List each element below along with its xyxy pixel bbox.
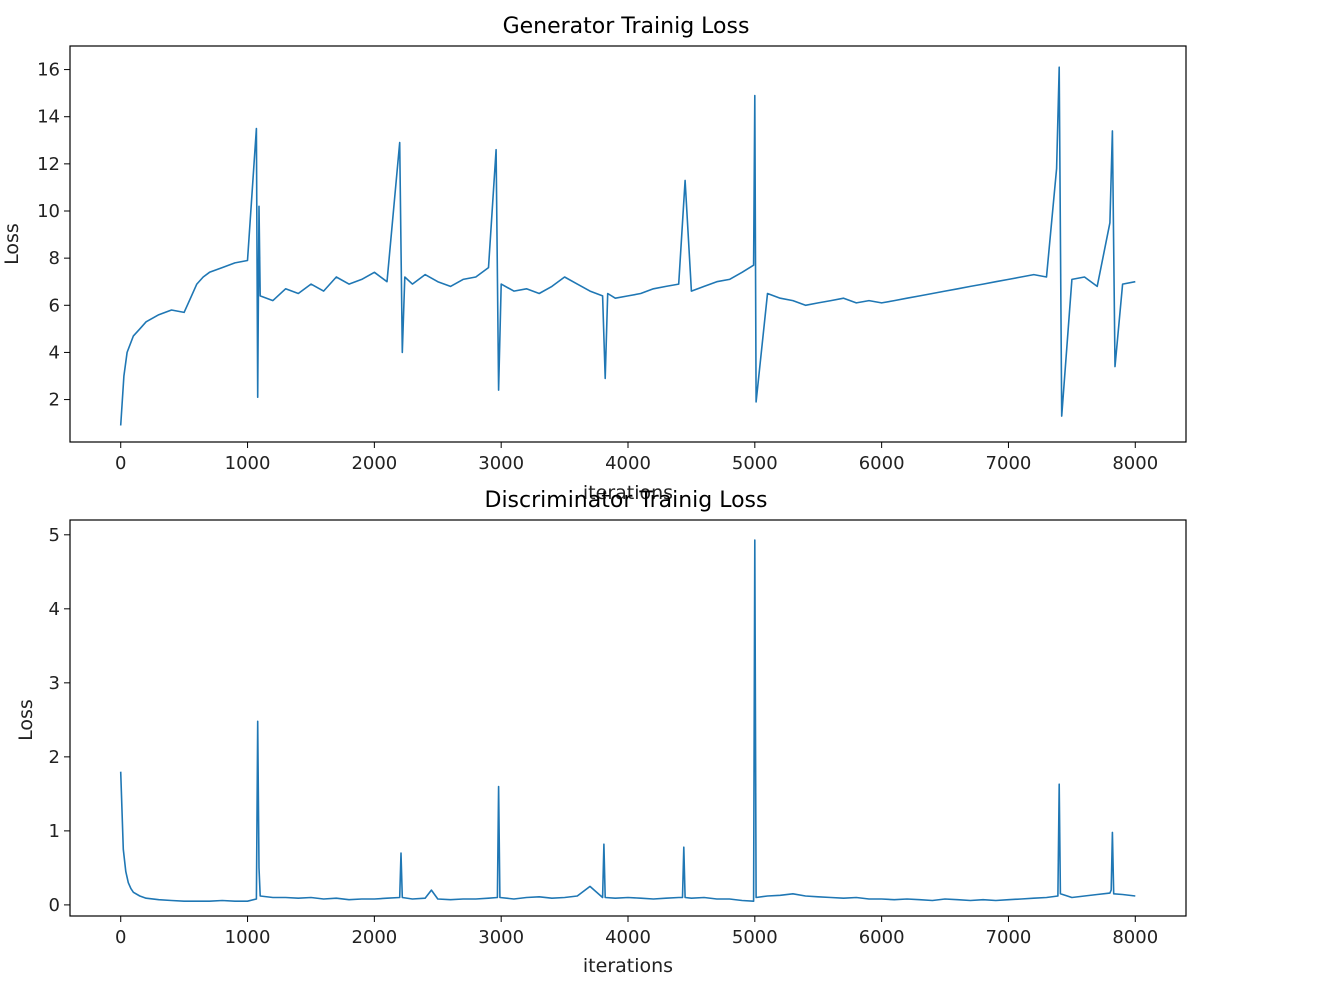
y-axis-label: Loss xyxy=(1,223,23,265)
x-tick-label: 5000 xyxy=(732,453,778,474)
y-tick-label: 10 xyxy=(37,201,60,222)
x-axis-label: iterations xyxy=(583,955,673,977)
plot-frame xyxy=(69,519,1187,917)
x-tick-label: 2000 xyxy=(351,927,397,948)
x-tick-label: 0 xyxy=(115,453,126,474)
y-tick-label: 8 xyxy=(49,248,60,269)
y-tick-label: 16 xyxy=(37,60,60,81)
x-tick-label: 8000 xyxy=(1112,927,1158,948)
x-tick-label: 2000 xyxy=(351,453,397,474)
x-tick-label: 3000 xyxy=(478,927,524,948)
y-axis-label: Loss xyxy=(15,699,37,741)
x-axis-label: iterations xyxy=(583,482,673,504)
y-tick-label: 1 xyxy=(49,821,60,842)
x-tick-label: 1000 xyxy=(225,453,271,474)
y-tick-label: 6 xyxy=(49,295,60,316)
y-tick-label: 12 xyxy=(37,154,60,175)
x-tick-label: 8000 xyxy=(1112,453,1158,474)
y-tick-label: 2 xyxy=(49,747,60,768)
plot-frame xyxy=(69,45,1187,443)
x-tick-label: 6000 xyxy=(859,927,905,948)
x-tick-label: 3000 xyxy=(478,453,524,474)
x-tick-label: 1000 xyxy=(225,927,271,948)
y-tick-label: 3 xyxy=(49,673,60,694)
y-tick-label: 2 xyxy=(49,390,60,411)
y-tick-label: 14 xyxy=(37,107,60,128)
discriminator-loss-line xyxy=(119,539,1136,903)
y-tick-label: 0 xyxy=(49,895,60,916)
y-tick-label: 4 xyxy=(49,599,60,620)
x-tick-label: 6000 xyxy=(859,453,905,474)
discriminator-loss-chart: Discriminator Trainig Loss 0 1000 2000 3000… xyxy=(15,488,1187,977)
x-tick-label: 4000 xyxy=(605,927,651,948)
x-tick-label: 7000 xyxy=(986,453,1032,474)
generator-loss-line xyxy=(119,66,1136,426)
x-tick-label: 5000 xyxy=(732,927,778,948)
x-tick-label: 0 xyxy=(115,927,126,948)
chart-title: Generator Trainig Loss xyxy=(503,14,750,39)
x-tick-label: 7000 xyxy=(986,927,1032,948)
y-tick-label: 5 xyxy=(49,525,60,546)
chart-title: Discriminator Trainig Loss xyxy=(485,488,768,513)
y-tick-label: 4 xyxy=(49,342,60,363)
generator-loss-chart: Generator Trainig Loss 0 1000 2000 3000 4000… xyxy=(1,14,1187,504)
x-tick-label: 4000 xyxy=(605,453,651,474)
